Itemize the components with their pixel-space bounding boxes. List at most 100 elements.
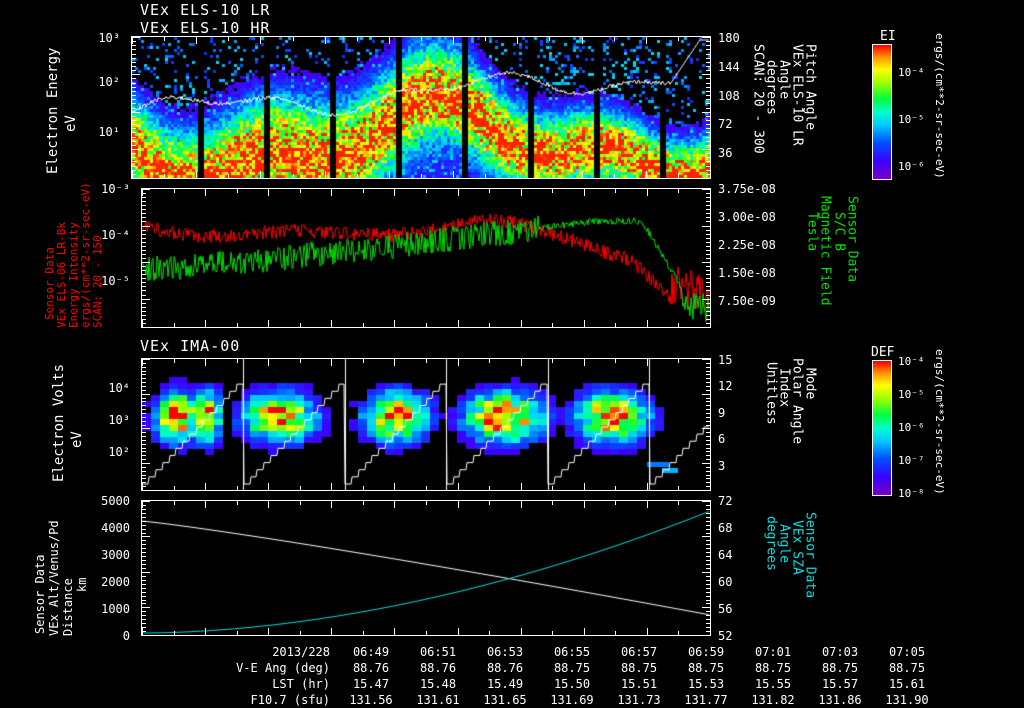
axis-tick — [142, 197, 146, 198]
axis-tick — [706, 193, 710, 194]
panel1-right-label-4: SCAN: 20 - 300 — [750, 44, 766, 154]
axis-tick — [142, 201, 146, 202]
axis-tick — [702, 536, 710, 537]
axis-tick — [706, 409, 710, 410]
axis-tick — [300, 486, 301, 490]
panel3-right-label-2: Index — [776, 368, 792, 408]
panel2-ytick-1: 10⁻⁴ — [101, 228, 130, 242]
panel4-plot-area[interactable] — [141, 500, 711, 636]
panel1-title-hr: VEx ELS-10 HR — [140, 19, 271, 37]
axis-tick — [710, 37, 711, 44]
axis-tick — [142, 417, 146, 418]
axis-tick — [142, 238, 146, 239]
axis-tick — [706, 278, 710, 279]
axis-tick — [706, 490, 710, 491]
axis-tick — [132, 74, 140, 75]
axis-tick — [678, 189, 679, 193]
axis-tick — [706, 471, 710, 472]
axis-tick — [706, 444, 710, 445]
panel3-plot-area[interactable] — [141, 358, 711, 491]
axis-tick — [584, 628, 585, 635]
axis-tick — [706, 363, 710, 364]
axis-tick — [584, 320, 585, 327]
panel1-y2tick-2: 108 — [718, 89, 740, 103]
axis-tick — [142, 619, 146, 620]
axis-tick — [142, 258, 146, 259]
axis-tick — [142, 390, 146, 391]
axis-tick — [706, 234, 710, 235]
axis-tick — [300, 323, 301, 327]
axis-tick — [325, 171, 326, 178]
axis-tick — [453, 37, 454, 44]
axis-tick — [260, 37, 261, 44]
axis-tick — [205, 189, 206, 196]
axis-tick — [706, 486, 710, 487]
axis-tick — [706, 455, 710, 456]
axis-tick — [142, 486, 146, 487]
axis-tick — [132, 178, 136, 179]
axis-tick — [615, 189, 616, 193]
panel3-y2tick-3: 6 — [718, 432, 726, 446]
table-row-label-0: 2013/228 — [272, 645, 330, 659]
axis-tick — [142, 432, 146, 433]
panel1-colorbar[interactable] — [872, 44, 892, 180]
axis-tick — [647, 501, 648, 508]
axis-tick — [710, 171, 711, 178]
axis-tick — [678, 501, 679, 505]
axis-tick — [706, 221, 710, 222]
table-cell: 07:05 — [888, 645, 926, 659]
axis-tick — [142, 425, 146, 426]
axis-tick — [458, 359, 459, 366]
panel1-plot-area[interactable] — [131, 36, 711, 179]
axis-tick — [142, 193, 146, 194]
axis-tick — [205, 628, 206, 635]
axis-tick — [293, 37, 294, 41]
axis-tick — [615, 323, 616, 327]
axis-tick — [268, 628, 269, 635]
table-cell: 131.77 — [684, 693, 728, 707]
axis-tick — [489, 359, 490, 363]
panel4-ytick-4: 1000 — [101, 602, 130, 616]
panel2-plot-area[interactable] — [141, 188, 711, 328]
panel3-y2tick-4: 3 — [718, 459, 726, 473]
panel2-y2tick-2: 2.25e-08 — [718, 238, 776, 252]
axis-tick — [485, 174, 486, 178]
axis-tick — [142, 217, 146, 218]
axis-tick — [132, 132, 136, 133]
axis-tick — [517, 37, 518, 44]
axis-tick — [521, 320, 522, 327]
panel3-colorbar-unit: ergs/(cm**2-sr-sec-eV) — [933, 349, 946, 495]
axis-tick — [132, 171, 133, 178]
axis-tick — [142, 234, 146, 235]
axis-tick — [706, 323, 710, 324]
axis-tick — [142, 611, 146, 612]
axis-tick — [237, 501, 238, 505]
axis-tick — [300, 189, 301, 193]
axis-tick — [237, 631, 238, 635]
axis-tick — [260, 171, 261, 178]
table-cell: 15.47 — [352, 677, 390, 691]
axis-tick — [142, 627, 146, 628]
axis-tick — [142, 444, 146, 445]
axis-tick — [132, 153, 136, 154]
axis-tick — [142, 242, 146, 243]
axis-tick — [584, 483, 585, 490]
axis-tick — [268, 320, 269, 327]
axis-tick — [142, 548, 146, 549]
axis-tick — [706, 425, 710, 426]
axis-tick — [331, 359, 332, 366]
axis-tick — [331, 189, 332, 196]
axis-tick — [706, 564, 710, 565]
axis-tick — [706, 157, 710, 158]
panel1-title-lr: VEx ELS-10 LR — [140, 1, 271, 19]
axis-tick — [552, 189, 553, 193]
panel4-ytick-0: 5000 — [101, 494, 130, 508]
axis-tick — [132, 112, 140, 113]
axis-tick — [706, 78, 710, 79]
axis-tick — [706, 124, 710, 125]
axis-tick — [678, 359, 679, 363]
axis-tick — [706, 128, 710, 129]
panel3-colorbar[interactable] — [872, 360, 892, 496]
axis-tick — [706, 270, 710, 271]
panel4-ytick-2: 3000 — [101, 548, 130, 562]
